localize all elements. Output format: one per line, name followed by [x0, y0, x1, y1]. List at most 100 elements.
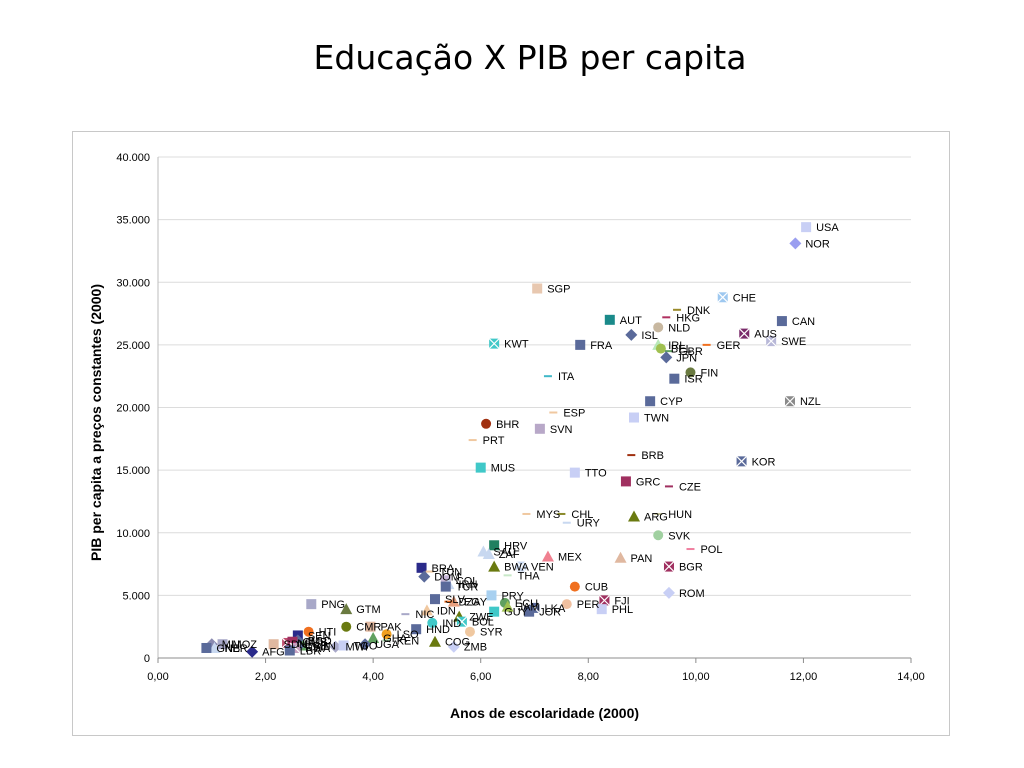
data-point-grc	[620, 476, 631, 487]
point-label-svn: SVN	[550, 424, 573, 436]
data-point-gmb	[287, 636, 298, 647]
data-point-uga	[359, 638, 372, 651]
point-label-gtm: GTM	[356, 604, 380, 616]
point-label-usa: USA	[816, 222, 839, 234]
slide-title: Educação X PIB per capita	[313, 38, 747, 77]
point-label-zwe: ZWE	[469, 612, 493, 624]
point-label-cze: CZE	[679, 481, 701, 493]
point-label-tur: TUR	[456, 582, 479, 594]
data-point-cmr	[341, 621, 352, 632]
point-label-grc: GRC	[636, 476, 661, 488]
point-label-svk: SVK	[668, 530, 691, 542]
data-point-per	[561, 599, 572, 610]
data-point-swe	[765, 335, 777, 347]
data-point-gnb	[201, 642, 212, 653]
point-label-can: CAN	[792, 316, 815, 328]
data-point-png	[306, 599, 317, 610]
data-point-col	[440, 575, 451, 586]
data-point-hnd	[411, 624, 422, 635]
point-label-nic: NIC	[415, 609, 434, 621]
point-label-mli: MLI	[222, 639, 240, 651]
data-point-fji	[598, 594, 610, 606]
point-label-kor: KOR	[752, 456, 776, 468]
gridlines	[158, 156, 911, 659]
point-label-hkg: HKG	[676, 312, 700, 324]
data-point-dza	[444, 600, 453, 603]
point-label-ger: GER	[717, 340, 741, 352]
x-tick-label: 8,00	[578, 671, 599, 683]
point-label-bhr: BHR	[496, 419, 519, 431]
point-label-nor: NOR	[805, 238, 830, 250]
x-tick-label: 10,00	[682, 671, 710, 683]
point-label-tgo: TGO	[354, 640, 378, 652]
point-label-ind: IND	[442, 618, 461, 630]
data-point-guy	[489, 606, 500, 617]
point-label-idn: IDN	[437, 605, 456, 617]
data-point-jpn	[660, 351, 673, 364]
point-label-nld: NLD	[668, 322, 690, 334]
data-point-svn	[534, 423, 545, 434]
data-point-gbr	[664, 350, 673, 353]
point-label-bgd: BGD	[308, 635, 332, 647]
point-label-cmr: CMR	[356, 622, 381, 634]
data-point-hrv	[489, 540, 500, 551]
point-label-mex: MEX	[558, 552, 583, 564]
data-point-tur	[440, 581, 451, 592]
data-point-brb	[627, 454, 636, 457]
data-point-jam	[501, 600, 514, 612]
data-point-can	[776, 316, 787, 327]
point-label-png: PNG	[321, 599, 345, 611]
data-point-fin	[685, 367, 696, 378]
point-label-lso: LSO	[397, 629, 419, 641]
data-point-che	[717, 291, 729, 303]
point-label-brb: BRB	[641, 450, 664, 462]
data-point-phl	[596, 604, 607, 615]
data-point-svk	[653, 530, 664, 541]
data-point-zaf	[482, 548, 495, 560]
data-point-aus	[738, 328, 750, 340]
data-point-cze	[664, 485, 673, 488]
point-label-per: PER	[577, 599, 600, 611]
point-label-isr: ISR	[684, 374, 702, 386]
y-tick-label: 20.000	[116, 403, 150, 415]
point-label-gnb: GNB	[216, 643, 240, 655]
point-label-fin: FIN	[700, 367, 718, 379]
point-label-bol: BOL	[472, 617, 494, 629]
point-label-ury: URY	[577, 518, 601, 530]
data-point-hkg	[662, 316, 671, 319]
point-label-bwa: BWA	[504, 562, 529, 574]
data-point-idn	[420, 604, 433, 616]
data-point-mys	[522, 512, 531, 515]
point-label-nzl: NZL	[800, 396, 821, 408]
data-point-bol	[456, 616, 468, 628]
point-label-pan: PAN	[631, 553, 653, 565]
point-label-dom: DOM	[434, 572, 460, 584]
point-label-swe: SWE	[781, 336, 806, 348]
point-label-gha: GHA	[383, 633, 408, 645]
data-point-ger	[702, 343, 711, 346]
data-point-bra	[416, 562, 427, 573]
data-point-bgr	[663, 561, 675, 572]
x-tick-label: 0,00	[147, 671, 168, 683]
y-tick-label: 5.000	[122, 590, 150, 602]
point-label-moz: MOZ	[233, 639, 258, 651]
x-tick-label: 6,00	[470, 671, 491, 683]
point-label-mys: MYS	[536, 509, 560, 521]
point-label-hnd: HND	[426, 624, 450, 636]
data-point-cyp	[645, 396, 656, 407]
data-point-hti	[303, 626, 314, 637]
x-tick-label: 12,00	[790, 671, 818, 683]
data-point-usa	[801, 222, 812, 233]
data-point-arg	[628, 510, 641, 522]
data-point-nld	[653, 322, 664, 333]
point-label-tha: THA	[518, 570, 541, 582]
point-label-caf: CAF	[308, 642, 330, 654]
data-point-nic	[401, 613, 410, 616]
point-label-tun: TUN	[440, 567, 463, 579]
point-label-esp: ESP	[563, 408, 585, 420]
point-label-ner: NER	[224, 643, 247, 655]
data-point-aut	[604, 314, 615, 325]
data-point-hun	[654, 512, 663, 515]
data-point-syr	[464, 626, 475, 637]
point-label-uga: UGA	[375, 639, 400, 651]
